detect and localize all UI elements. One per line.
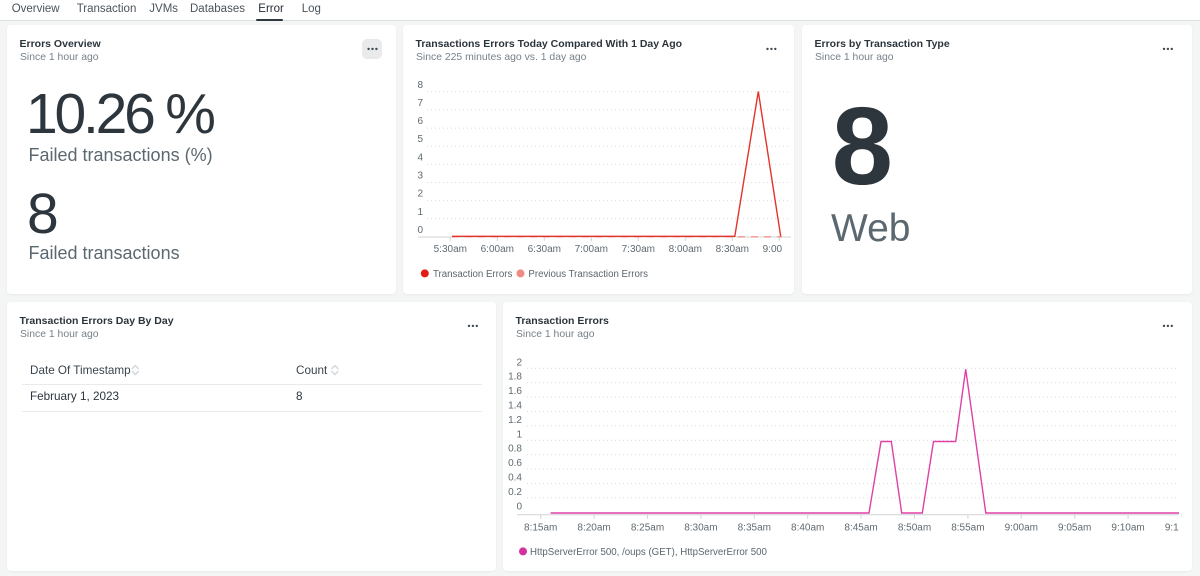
svg-text:2: 2 (417, 189, 423, 200)
svg-text:0.4: 0.4 (508, 473, 522, 484)
svg-text:5: 5 (417, 134, 423, 145)
svg-text:8:25am: 8:25am (631, 522, 664, 533)
svg-text:Transaction Errors: Transaction Errors (433, 269, 512, 280)
svg-text:8:20am: 8:20am (577, 522, 610, 533)
svg-text:1.8: 1.8 (508, 372, 522, 383)
svg-text:7:30am: 7:30am (622, 244, 655, 255)
svg-text:9:15am: 9:15am (1165, 522, 1192, 533)
svg-text:8:55am: 8:55am (951, 522, 984, 533)
svg-text:0: 0 (417, 225, 423, 236)
svg-text:4: 4 (417, 152, 423, 163)
svg-text:7: 7 (417, 98, 423, 109)
svg-text:6: 6 (417, 116, 423, 127)
svg-text:1: 1 (516, 429, 522, 440)
svg-text:1.2: 1.2 (508, 415, 522, 426)
svg-text:1.4: 1.4 (508, 401, 522, 412)
svg-text:8: 8 (417, 80, 423, 91)
svg-text:5:30am: 5:30am (434, 244, 467, 255)
svg-text:7:00am: 7:00am (575, 244, 608, 255)
svg-text:9:00am: 9:00am (1005, 522, 1038, 533)
svg-text:8:30am: 8:30am (716, 244, 749, 255)
svg-text:8:45am: 8:45am (844, 522, 877, 533)
svg-text:0.2: 0.2 (508, 487, 522, 498)
svg-text:3: 3 (417, 171, 423, 182)
svg-text:9:05am: 9:05am (1058, 522, 1091, 533)
svg-text:6:00am: 6:00am (481, 244, 514, 255)
svg-text:8:00am: 8:00am (669, 244, 702, 255)
svg-text:8:40am: 8:40am (791, 522, 824, 533)
svg-text:Previous Transaction Errors: Previous Transaction Errors (528, 269, 648, 280)
svg-text:8:30am: 8:30am (684, 522, 717, 533)
svg-text:8:15am: 8:15am (524, 522, 557, 533)
svg-text:0: 0 (516, 501, 522, 512)
svg-text:9:10am: 9:10am (1111, 522, 1144, 533)
svg-text:6:30am: 6:30am (528, 244, 561, 255)
svg-text:0.6: 0.6 (508, 458, 522, 469)
svg-text:0.8: 0.8 (508, 444, 522, 455)
svg-text:1.6: 1.6 (508, 386, 522, 397)
svg-text:HttpServerError 500, /oups (GE: HttpServerError 500, /oups (GET), HttpSe… (530, 547, 767, 558)
svg-text:8:35am: 8:35am (738, 522, 771, 533)
svg-text:9:00am: 9:00am (763, 244, 794, 255)
svg-text:1: 1 (417, 207, 423, 218)
svg-text:8:50am: 8:50am (898, 522, 931, 533)
svg-text:2: 2 (516, 357, 522, 368)
